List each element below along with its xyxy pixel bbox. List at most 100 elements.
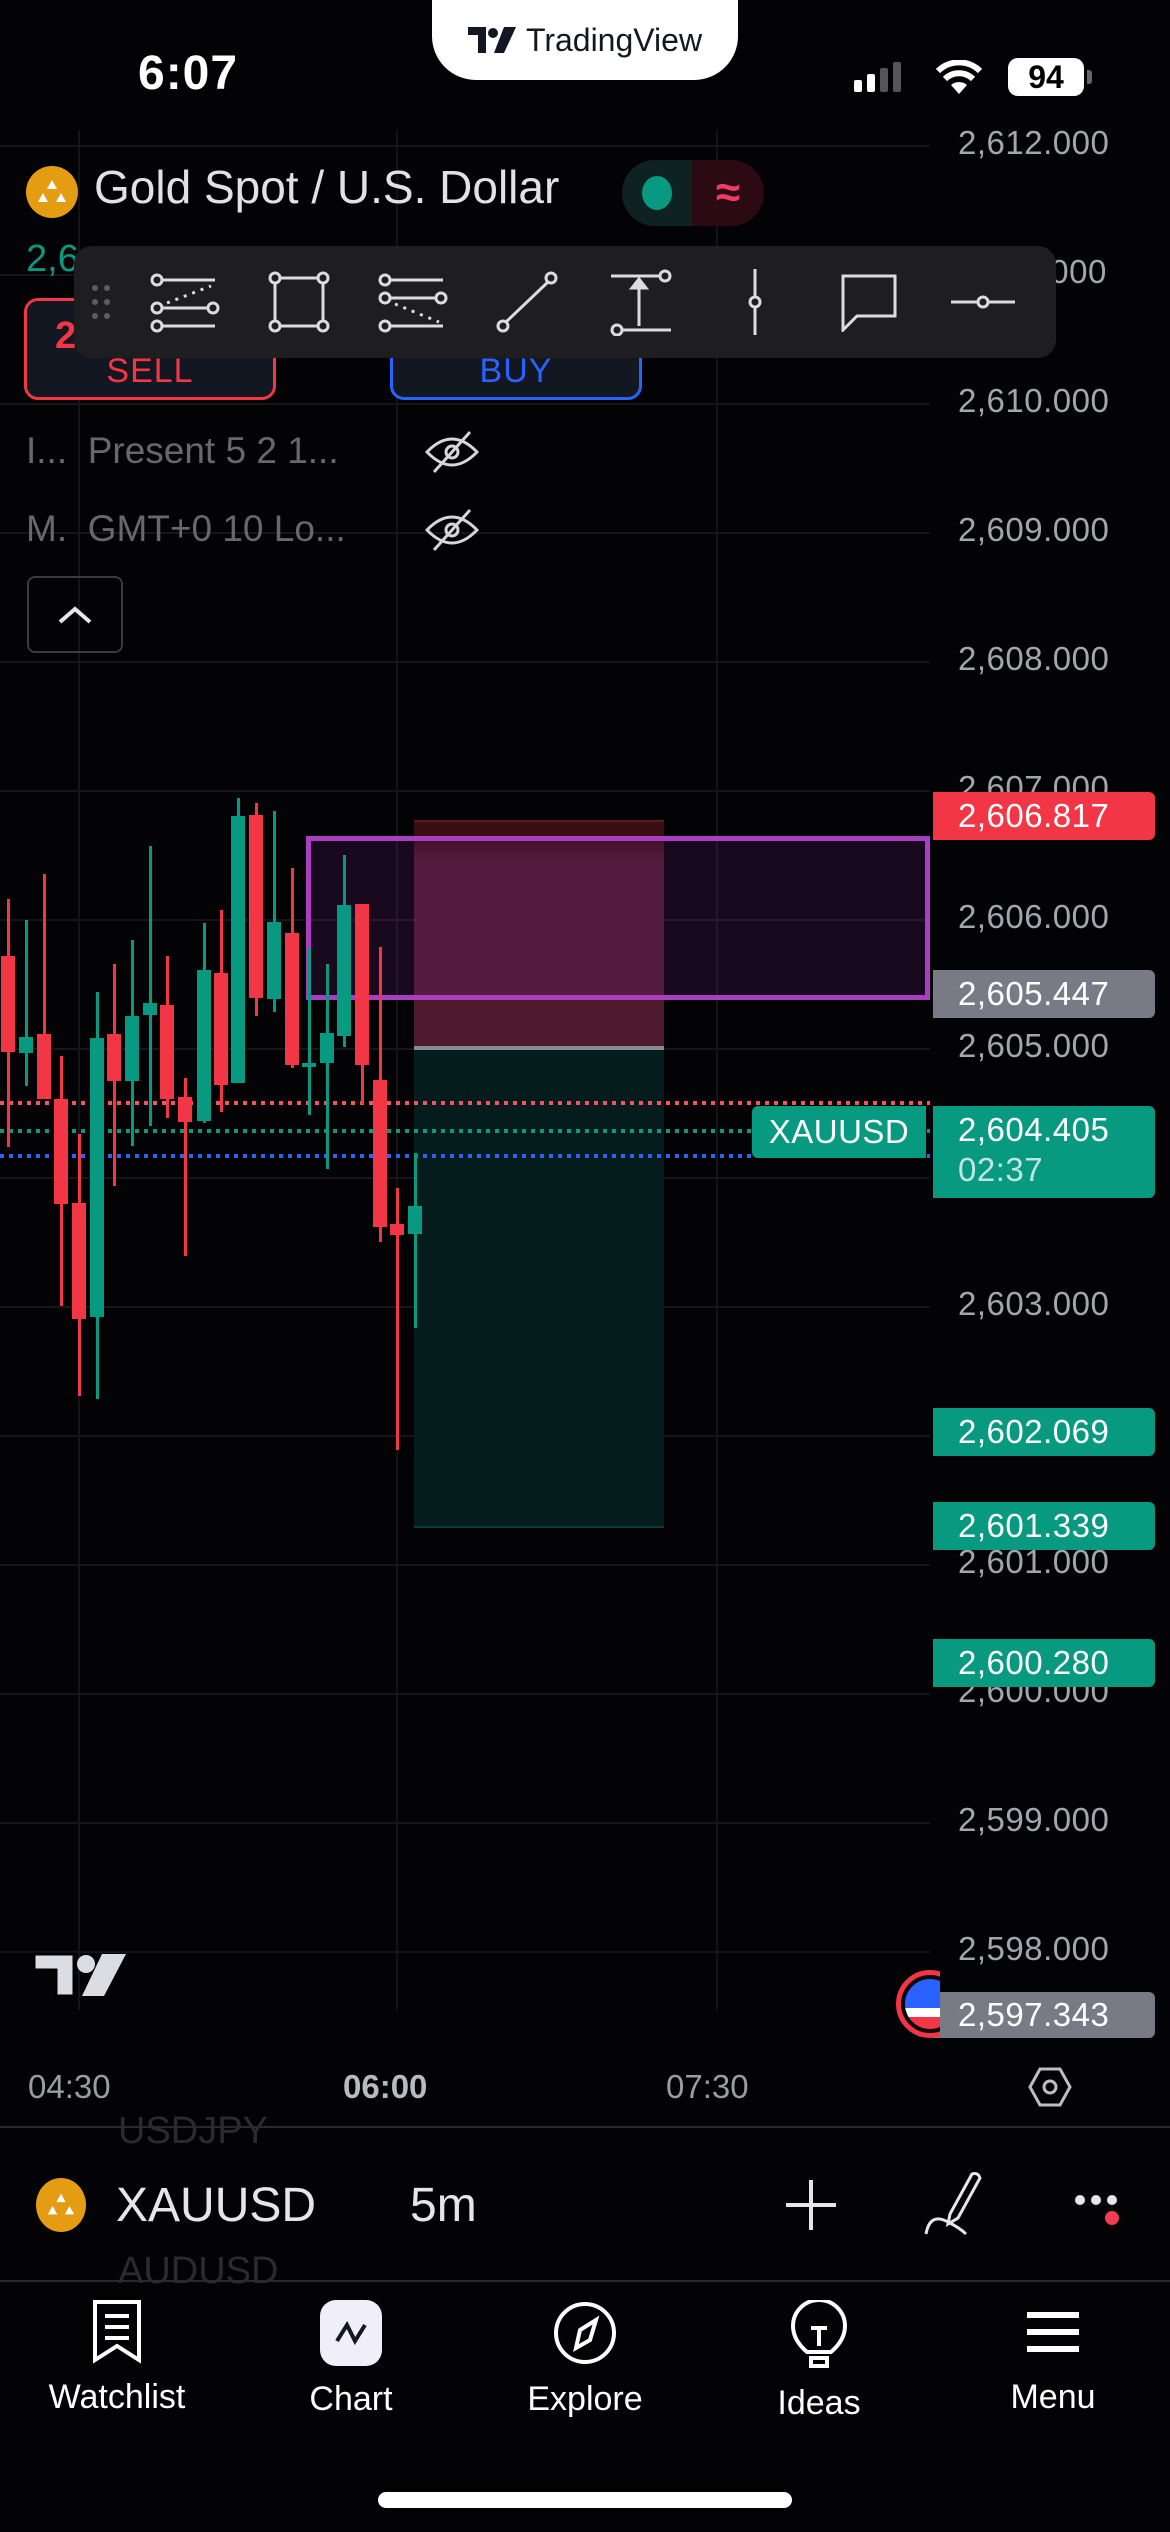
last-price-value: 2,604.405 <box>958 1111 1110 1148</box>
target-price-tag[interactable]: 2,600.280 <box>933 1639 1155 1687</box>
indicator-short-name: M. <box>26 508 68 549</box>
gold-symbol-icon <box>36 2178 86 2232</box>
last-price-tag[interactable]: 2,604.405 02:37 <box>933 1106 1155 1198</box>
short-position-stop-zone[interactable] <box>414 820 664 1050</box>
hamburger-icon <box>1027 2312 1079 2352</box>
fib-retracement-icon <box>150 273 220 333</box>
grid-line <box>0 532 930 534</box>
level-price-tag[interactable]: 2,597.343 <box>933 1992 1155 2038</box>
trend-line-icon <box>496 271 558 333</box>
tradingview-logo-icon <box>467 27 516 53</box>
drawing-toolbar <box>74 246 1056 358</box>
add-plus-icon[interactable] <box>784 2178 838 2232</box>
rectangle-icon <box>268 271 330 333</box>
dotted-line-blue <box>0 1154 930 1158</box>
home-indicator[interactable] <box>378 2492 792 2508</box>
tab-chart[interactable]: Chart <box>234 2300 468 2430</box>
status-time: 6:07 <box>138 47 239 100</box>
approx-icon: ≈ <box>692 160 764 226</box>
trend-based-fib-icon <box>378 273 448 333</box>
gold-symbol-icon <box>26 166 78 218</box>
drawing-pencil-icon[interactable] <box>920 2168 986 2238</box>
lightbulb-icon <box>791 2300 847 2368</box>
tab-menu[interactable]: Menu <box>936 2300 1170 2430</box>
tab-label: Chart <box>309 2380 393 2418</box>
price-axis-label: 2,605.000 <box>958 1027 1110 1064</box>
grid-line <box>0 1822 930 1824</box>
eye-off-icon[interactable] <box>424 430 480 474</box>
tab-label: Menu <box>1010 2378 1096 2416</box>
tab-ideas[interactable]: Ideas <box>702 2300 936 2430</box>
short-position-target-zone[interactable] <box>414 1050 664 1528</box>
more-dots-icon <box>1075 2195 1119 2225</box>
grid-line <box>0 1564 930 1566</box>
tab-label: Watchlist <box>48 2378 186 2416</box>
price-range-tool[interactable] <box>584 246 698 358</box>
compass-icon <box>554 2302 616 2364</box>
time-axis-label: 04:30 <box>28 2068 111 2105</box>
more-options-button[interactable] <box>1074 2192 1124 2232</box>
drag-handle-icon[interactable] <box>74 282 128 322</box>
buy-label: BUY <box>479 352 553 390</box>
horizontal-ray-tool[interactable] <box>926 246 1040 358</box>
rectangle-tool[interactable] <box>242 246 356 358</box>
chevron-up-icon <box>58 605 92 624</box>
tradingview-pill: TradingView <box>432 0 738 80</box>
price-axis-label: 2,608.000 <box>958 640 1110 677</box>
sell-price: 2 <box>55 315 77 357</box>
indicator-row[interactable]: M. GMT+0 10 Lo... <box>26 508 346 550</box>
bar-countdown: 02:37 <box>958 1151 1044 1188</box>
grid-line <box>0 790 930 792</box>
tab-explore[interactable]: Explore <box>468 2300 702 2430</box>
entry-price-tag[interactable]: 2,605.447 <box>933 970 1155 1018</box>
symbol-selector[interactable]: XAUUSD <box>116 2179 317 2232</box>
cell-signal-icon <box>854 62 901 92</box>
grid-line <box>0 1951 930 1953</box>
economic-event-us-flag-icon[interactable] <box>896 1970 940 2038</box>
indicator-params: GMT+0 10 Lo... <box>87 508 346 549</box>
indicator-row[interactable]: I... Present 5 2 1... <box>26 430 339 472</box>
vertical-line-tool[interactable] <box>698 246 812 358</box>
rectangle-zone[interactable] <box>306 836 930 1000</box>
time-axis-label: 07:30 <box>666 2068 749 2105</box>
tradingview-pill-label: TradingView <box>525 21 703 58</box>
grid-line-vertical <box>716 130 718 2010</box>
sell-label: SELL <box>106 352 194 390</box>
market-status-toggle[interactable]: ≈ <box>622 160 764 226</box>
chart-settings-icon[interactable] <box>1028 2066 1072 2108</box>
price-axis-label: 2,609.000 <box>958 511 1110 548</box>
target-price-tag[interactable]: 2,602.069 <box>933 1408 1155 1456</box>
trend-based-fib-tool[interactable] <box>356 246 470 358</box>
indicator-short-name: I... <box>26 430 68 471</box>
tradingview-watermark-logo-icon <box>32 1952 126 1998</box>
callout-tool[interactable] <box>812 246 926 358</box>
battery-tip <box>1087 70 1092 84</box>
symbol-bar <box>0 2126 1170 2282</box>
eye-off-icon[interactable] <box>424 508 480 552</box>
tab-label: Ideas <box>777 2384 861 2422</box>
callout-icon <box>841 274 897 332</box>
tab-label: Explore <box>527 2380 643 2418</box>
vertical-line-icon <box>748 269 762 335</box>
grid-line <box>0 403 930 405</box>
fib-retracement-tool[interactable] <box>128 246 242 358</box>
symbol-title[interactable]: Gold Spot / U.S. Dollar <box>94 161 560 213</box>
symbol-price-label: XAUUSD <box>752 1106 926 1158</box>
dotted-line-teal <box>0 1129 930 1133</box>
price-axis-label: 2,612.000 <box>958 124 1110 161</box>
interval-selector[interactable]: 5m <box>410 2179 477 2232</box>
indicator-params: Present 5 2 1... <box>87 430 339 471</box>
bookmark-list-icon <box>93 2300 141 2364</box>
dotted-line-red <box>0 1101 930 1105</box>
trend-line-tool[interactable] <box>470 246 584 358</box>
battery-indicator: 94 <box>1008 58 1084 96</box>
stop-loss-price-tag[interactable]: 2,606.817 <box>933 792 1155 840</box>
grid-line <box>0 1693 930 1695</box>
target-price-tag[interactable]: 2,601.339 <box>933 1502 1155 1550</box>
ghost-symbol-prev: USDJPY <box>118 2110 268 2152</box>
collapse-legend-button[interactable] <box>27 576 123 653</box>
price-axis-label: 2,606.000 <box>958 898 1110 935</box>
price-range-icon <box>610 269 672 336</box>
grid-line-vertical <box>396 130 398 2010</box>
tab-watchlist[interactable]: Watchlist <box>0 2300 234 2430</box>
